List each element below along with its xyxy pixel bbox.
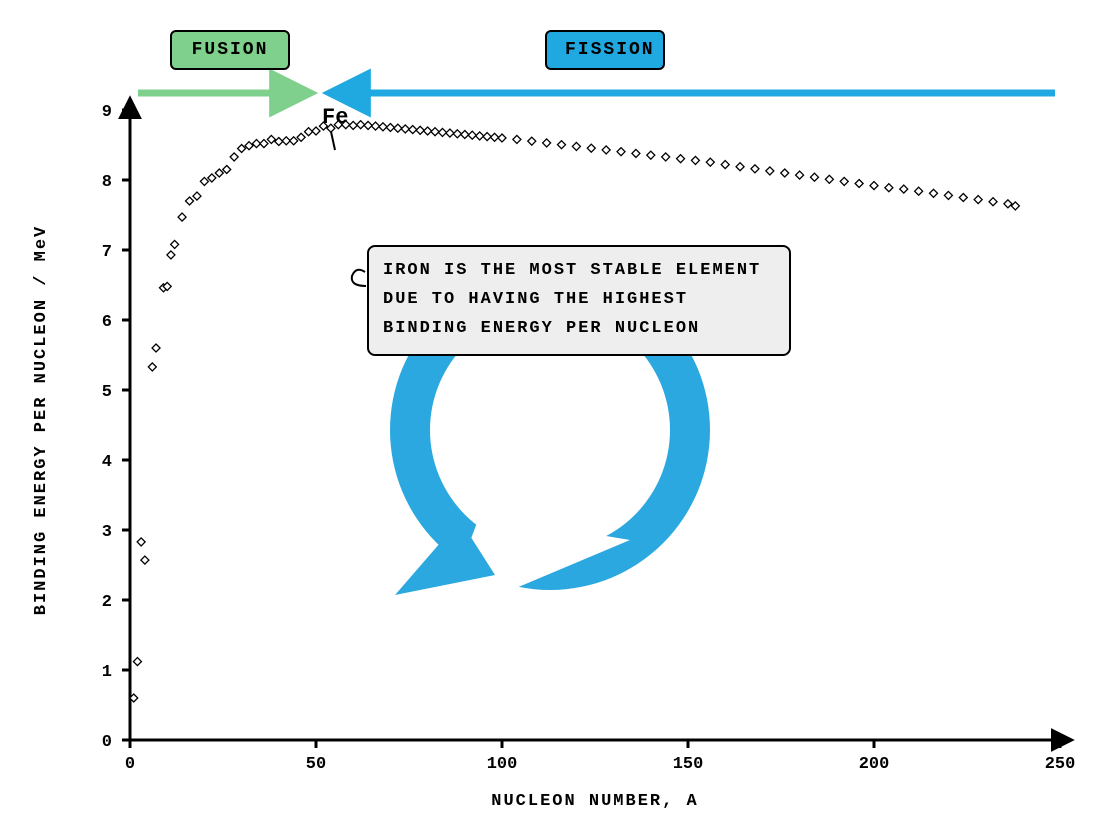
svg-text:7: 7 [102,243,112,262]
svg-text:0: 0 [125,755,135,774]
fission-label-box: FISSION [545,30,665,70]
callout-text: IRON IS THE MOST STABLE ELEMENT DUE TO H… [383,261,761,338]
svg-text:5: 5 [102,383,112,402]
fission-label-text: FISSION [565,40,655,60]
svg-text:200: 200 [859,755,890,774]
fusion-label-box: FUSION [170,30,290,70]
x-axis-label: NUCLEON NUMBER, A [491,792,698,811]
svg-text:50: 50 [306,755,326,774]
svg-text:4: 4 [102,453,112,472]
svg-text:3: 3 [102,523,112,542]
x-axis-ticks: 0 50 100 150 200 250 [125,740,1075,774]
svg-text:1: 1 [102,663,112,682]
svg-text:100: 100 [487,755,518,774]
chart-svg: 0 1 2 3 4 5 6 7 8 9 BINDING ENERGY PER NUCLEON / … [0,0,1100,834]
svg-text:6: 6 [102,313,112,332]
scatter-points [130,121,1020,702]
callout-box: IRON IS THE MOST STABLE ELEMENT DUE TO H… [367,245,791,356]
axes [130,100,1070,740]
svg-text:250: 250 [1045,755,1076,774]
svg-text:2: 2 [102,593,112,612]
svg-text:8: 8 [102,173,112,192]
chart-container: 0 1 2 3 4 5 6 7 8 9 BINDING ENERGY PER NUCLEON / … [0,0,1100,834]
y-axis-label: BINDING ENERGY PER NUCLEON / MeV [32,225,51,615]
fusion-label-text: FUSION [192,40,269,60]
callout-pointer [352,270,366,286]
y-axis-ticks: 0 1 2 3 4 5 6 7 8 9 [102,103,130,752]
svg-text:0: 0 [102,733,112,752]
svg-text:9: 9 [102,103,112,122]
svg-text:150: 150 [673,755,704,774]
